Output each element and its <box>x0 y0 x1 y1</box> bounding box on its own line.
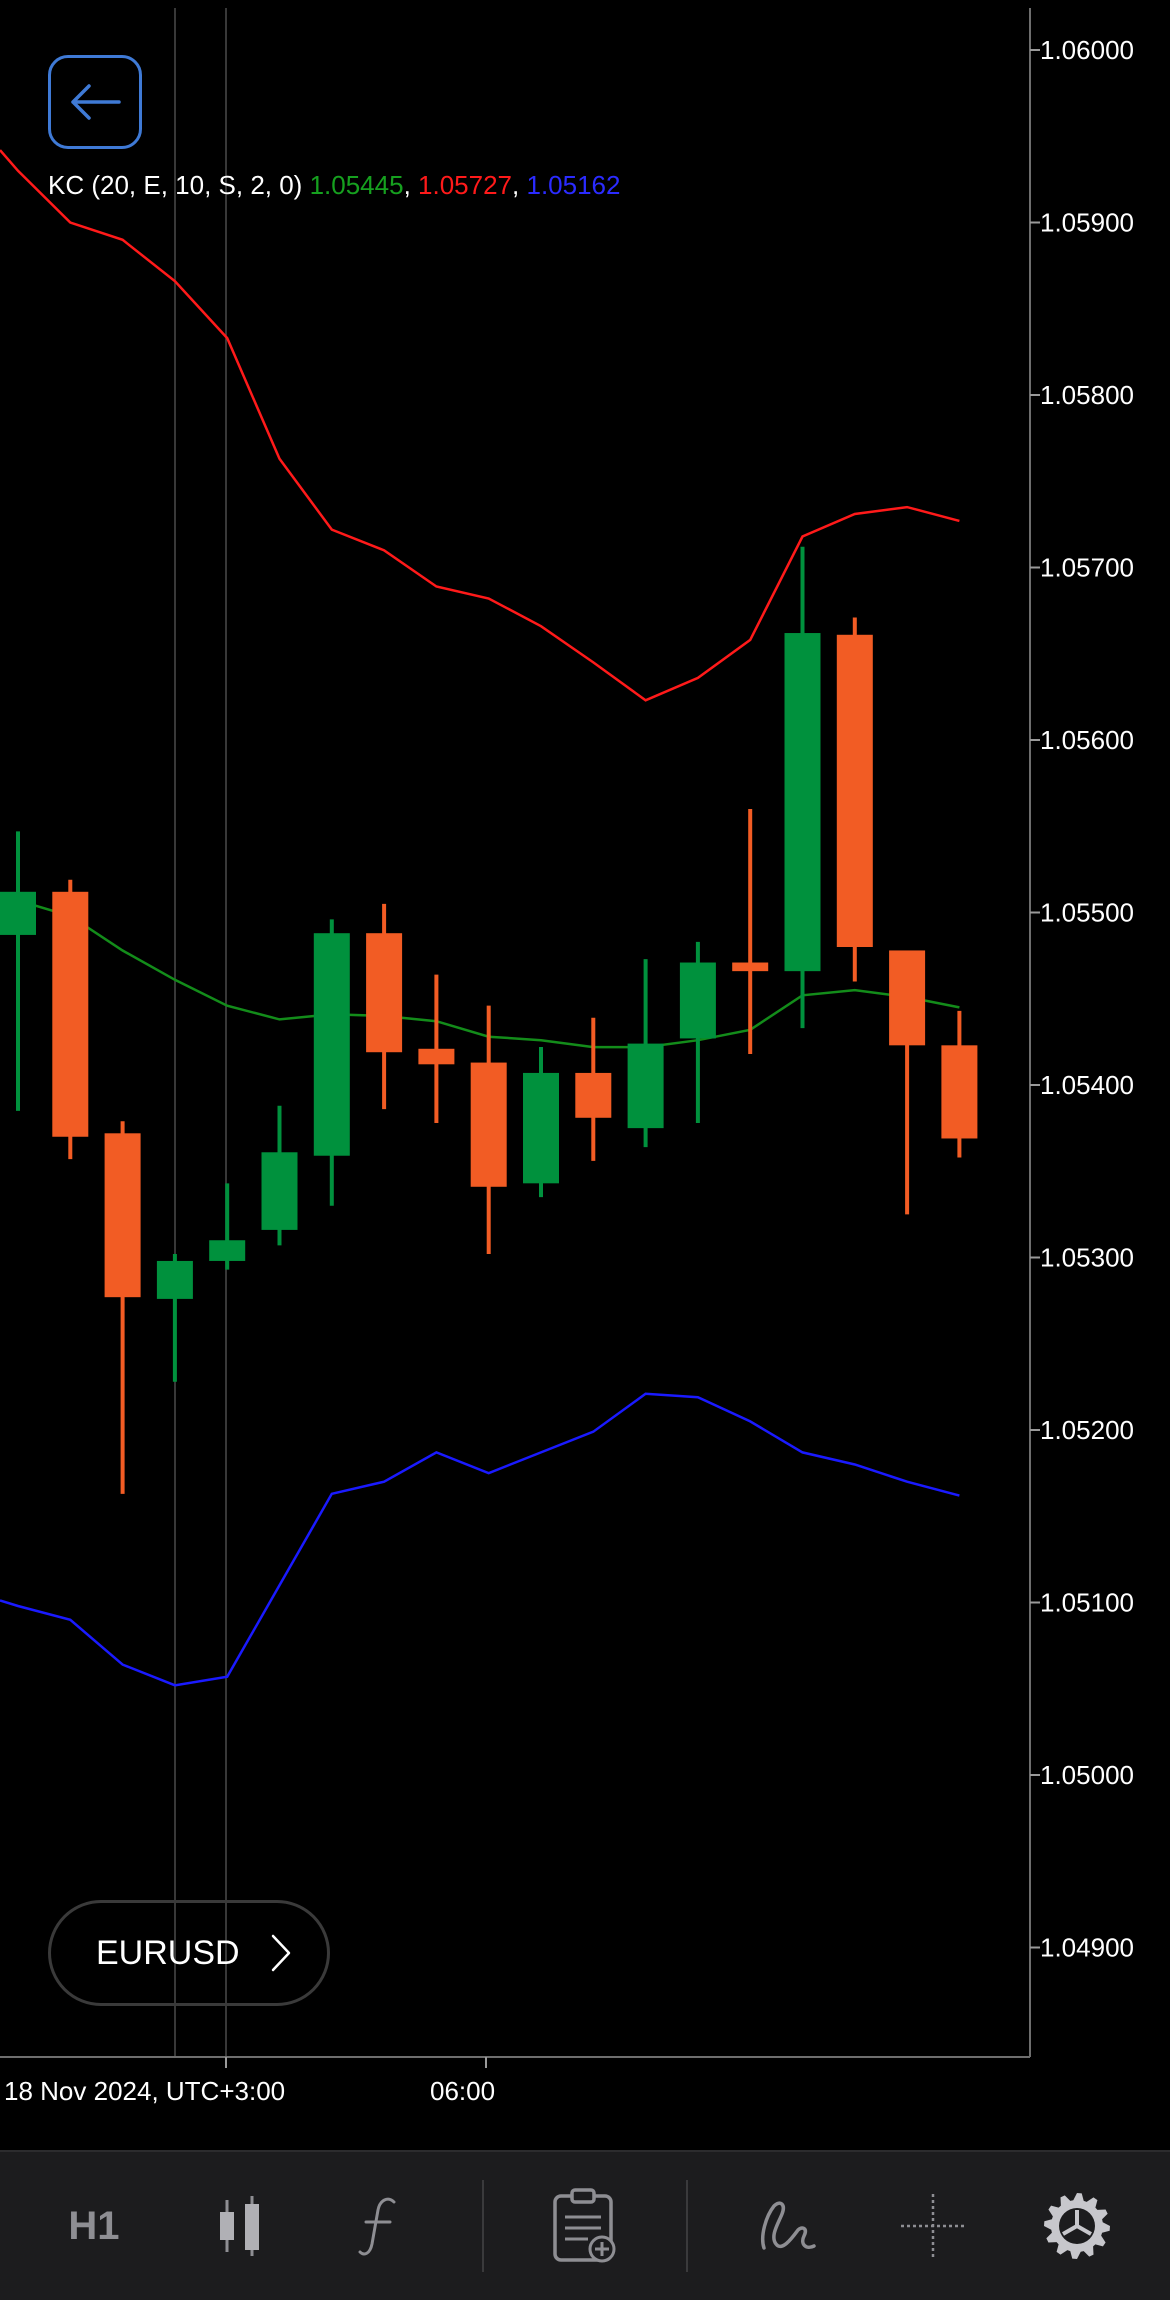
indicator-middle-value: 1.05445 <box>309 170 404 200</box>
candle <box>575 1017 612 1161</box>
settings-button[interactable] <box>1035 2152 1119 2300</box>
chart-type-button[interactable] <box>200 2152 280 2300</box>
price-axis-label: 1.05000 <box>1040 1760 1134 1790</box>
crosshair-button[interactable] <box>893 2152 973 2300</box>
candle <box>52 879 89 1160</box>
candle <box>313 919 350 1206</box>
candle <box>627 959 664 1148</box>
candle <box>156 1254 193 1382</box>
price-axis-label: 1.05500 <box>1040 898 1134 928</box>
indicator-upper-value: 1.05727 <box>418 170 513 200</box>
candle <box>418 974 455 1123</box>
bottom-toolbar: H1 <box>0 2150 1170 2300</box>
candle <box>261 1105 298 1246</box>
crosshair-icon <box>901 2194 965 2258</box>
drawing-tools-button[interactable] <box>748 2152 828 2300</box>
candle <box>732 809 769 1054</box>
timeframe-button[interactable]: H1 <box>48 2152 140 2300</box>
kc-middle-band <box>0 893 960 1049</box>
price-axis-label: 1.05900 <box>1040 208 1134 238</box>
candle <box>209 1183 246 1270</box>
price-axis-label: 1.04900 <box>1040 1933 1134 1963</box>
candle <box>470 1005 507 1255</box>
indicator-name: KC (20, E, 10, S, 2, 0) <box>48 170 303 200</box>
function-icon <box>358 2194 402 2258</box>
candle <box>784 546 821 1029</box>
indicator-label: KC (20, E, 10, S, 2, 0) 1.05445, 1.05727… <box>48 170 621 200</box>
back-button[interactable] <box>48 55 142 149</box>
order-add-icon <box>550 2187 620 2265</box>
chevron-right-icon <box>270 1933 292 1973</box>
candlestick-icon <box>215 2194 265 2258</box>
draw-icon <box>758 2196 818 2256</box>
candle <box>889 950 926 1215</box>
price-axis-label: 1.05700 <box>1040 553 1134 583</box>
time-axis-label-date: 18 Nov 2024, UTC+3:00 <box>4 2076 285 2106</box>
timeframe-label: H1 <box>68 2203 120 2248</box>
price-axis-label: 1.05600 <box>1040 725 1134 755</box>
settings-icon <box>1041 2190 1113 2262</box>
price-axis-label: 1.05400 <box>1040 1070 1134 1100</box>
symbol-label: EURUSD <box>96 1933 240 1972</box>
candle <box>679 941 716 1123</box>
symbol-selector-button[interactable]: EURUSD <box>48 1900 330 2006</box>
price-axis-label: 1.05100 <box>1040 1588 1134 1618</box>
price-axis-label: 1.05200 <box>1040 1415 1134 1445</box>
price-axis-label: 1.06000 <box>1040 35 1134 65</box>
price-chart[interactable]: 1.06000 1.05900 1.05800 1.05700 1.05600 1.055… <box>0 0 1170 2150</box>
candle <box>836 617 873 982</box>
candle <box>366 903 403 1110</box>
indicator-lower-value: 1.05162 <box>526 170 621 200</box>
candle <box>0 831 36 1111</box>
indicators-button[interactable] <box>340 2152 420 2300</box>
candle <box>523 1047 559 1198</box>
price-axis-label: 1.05300 <box>1040 1243 1134 1273</box>
price-axis-label: 1.05800 <box>1040 380 1134 410</box>
arrow-left-icon <box>65 82 125 122</box>
kc-lower-band <box>0 1392 960 1687</box>
time-axis-label-time: 06:00 <box>430 2076 495 2106</box>
candle <box>104 1121 141 1494</box>
candle <box>941 1010 978 1158</box>
new-order-button[interactable] <box>545 2152 625 2300</box>
kc-upper-band <box>0 149 960 702</box>
